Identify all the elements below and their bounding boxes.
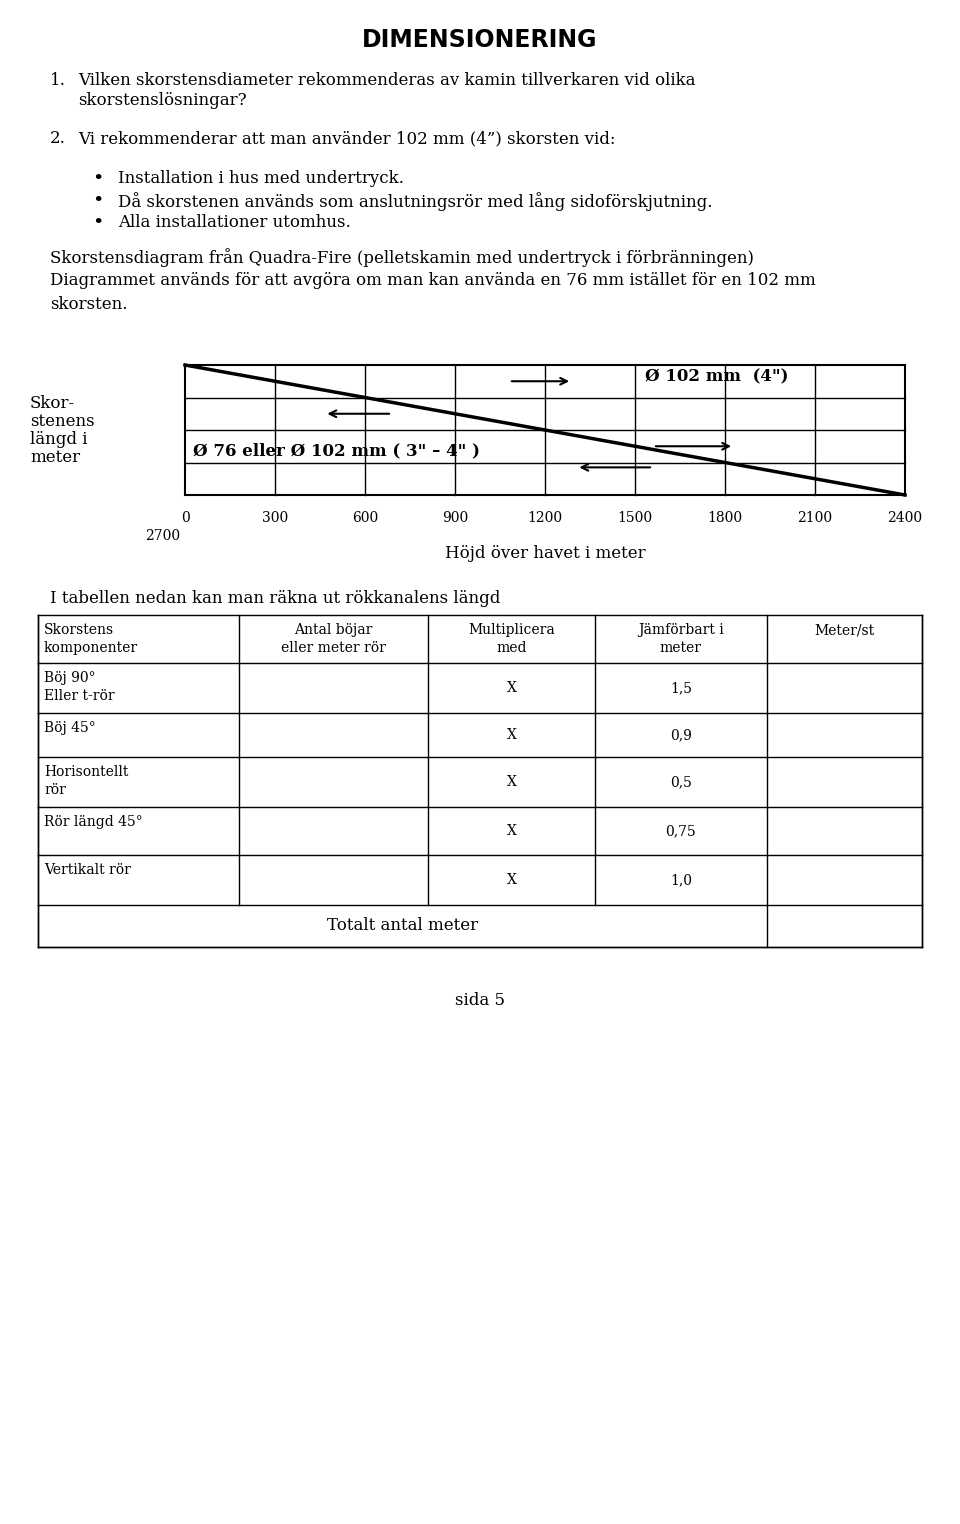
Text: skorsten.: skorsten. (50, 296, 128, 312)
Text: •: • (92, 213, 104, 232)
Text: Ø 102 mm  (4"): Ø 102 mm (4") (645, 367, 788, 386)
Text: Ø 76 eller Ø 102 mm ( 3" – 4" ): Ø 76 eller Ø 102 mm ( 3" – 4" ) (193, 442, 480, 460)
Text: I tabellen nedan kan man räkna ut rökkanalens längd: I tabellen nedan kan man räkna ut rökkan… (50, 590, 500, 607)
Text: 0,75: 0,75 (665, 824, 696, 838)
Text: Totalt antal meter: Totalt antal meter (327, 917, 478, 934)
Text: •: • (92, 192, 104, 210)
Text: X: X (507, 681, 516, 695)
Text: 0,5: 0,5 (670, 776, 692, 789)
Text: 1,0: 1,0 (670, 873, 692, 887)
Text: Multiplicera
med: Multiplicera med (468, 623, 555, 655)
Text: sida 5: sida 5 (455, 992, 505, 1009)
Text: 600: 600 (352, 511, 378, 524)
Text: X: X (507, 873, 516, 887)
Text: 2100: 2100 (798, 511, 832, 524)
Text: 2400: 2400 (887, 511, 923, 524)
Text: Vi rekommenderar att man använder 102 mm (4”) skorsten vid:: Vi rekommenderar att man använder 102 mm… (78, 130, 615, 146)
Text: 1800: 1800 (708, 511, 743, 524)
Text: Meter/st: Meter/st (814, 623, 875, 637)
Text: Skorstens
komponenter: Skorstens komponenter (44, 623, 138, 655)
Text: Alla installationer utomhus.: Alla installationer utomhus. (118, 213, 350, 232)
Text: 1500: 1500 (617, 511, 653, 524)
Text: X: X (507, 824, 516, 838)
Text: Jämförbart i
meter: Jämförbart i meter (638, 623, 724, 655)
Text: Installation i hus med undertryck.: Installation i hus med undertryck. (118, 171, 404, 187)
Text: 1200: 1200 (527, 511, 563, 524)
Text: 300: 300 (262, 511, 288, 524)
Text: 1.: 1. (50, 72, 66, 88)
Text: Rör längd 45°: Rör längd 45° (44, 815, 143, 829)
Text: 0: 0 (180, 511, 189, 524)
Text: 2700: 2700 (145, 529, 180, 543)
Text: Höjd över havet i meter: Höjd över havet i meter (444, 546, 645, 562)
Text: Antal böjar
eller meter rör: Antal böjar eller meter rör (281, 623, 386, 655)
Text: Horisontellt
rör: Horisontellt rör (44, 765, 129, 797)
Text: Diagrammet används för att avgöra om man kan använda en 76 mm istället för en 10: Diagrammet används för att avgöra om man… (50, 271, 816, 290)
Text: DIMENSIONERING: DIMENSIONERING (362, 27, 598, 52)
Text: meter: meter (30, 448, 80, 465)
Text: 1,5: 1,5 (670, 681, 692, 695)
Text: stenens: stenens (30, 413, 95, 430)
Text: Böj 45°: Böj 45° (44, 721, 96, 735)
Text: X: X (507, 728, 516, 742)
Text: skorstenslösningar?: skorstenslösningar? (78, 91, 247, 110)
Text: 0,9: 0,9 (670, 728, 692, 742)
Text: Skorstensdiagram från Quadra-Fire (pelletskamin med undertryck i förbränningen): Skorstensdiagram från Quadra-Fire (pelle… (50, 248, 754, 267)
Text: •: • (92, 171, 104, 187)
Text: Då skorstenen används som anslutningsrör med lång sidoförskjutning.: Då skorstenen används som anslutningsrör… (118, 192, 712, 210)
Text: X: X (507, 776, 516, 789)
Text: 2.: 2. (50, 130, 66, 146)
Text: Böj 90°
Eller t-rör: Böj 90° Eller t-rör (44, 671, 114, 704)
Text: Vertikalt rör: Vertikalt rör (44, 863, 131, 876)
Text: längd i: längd i (30, 430, 87, 448)
Text: Skor-: Skor- (30, 395, 75, 411)
Text: 900: 900 (442, 511, 468, 524)
Text: Vilken skorstensdiameter rekommenderas av kamin tillverkaren vid olika: Vilken skorstensdiameter rekommenderas a… (78, 72, 695, 88)
